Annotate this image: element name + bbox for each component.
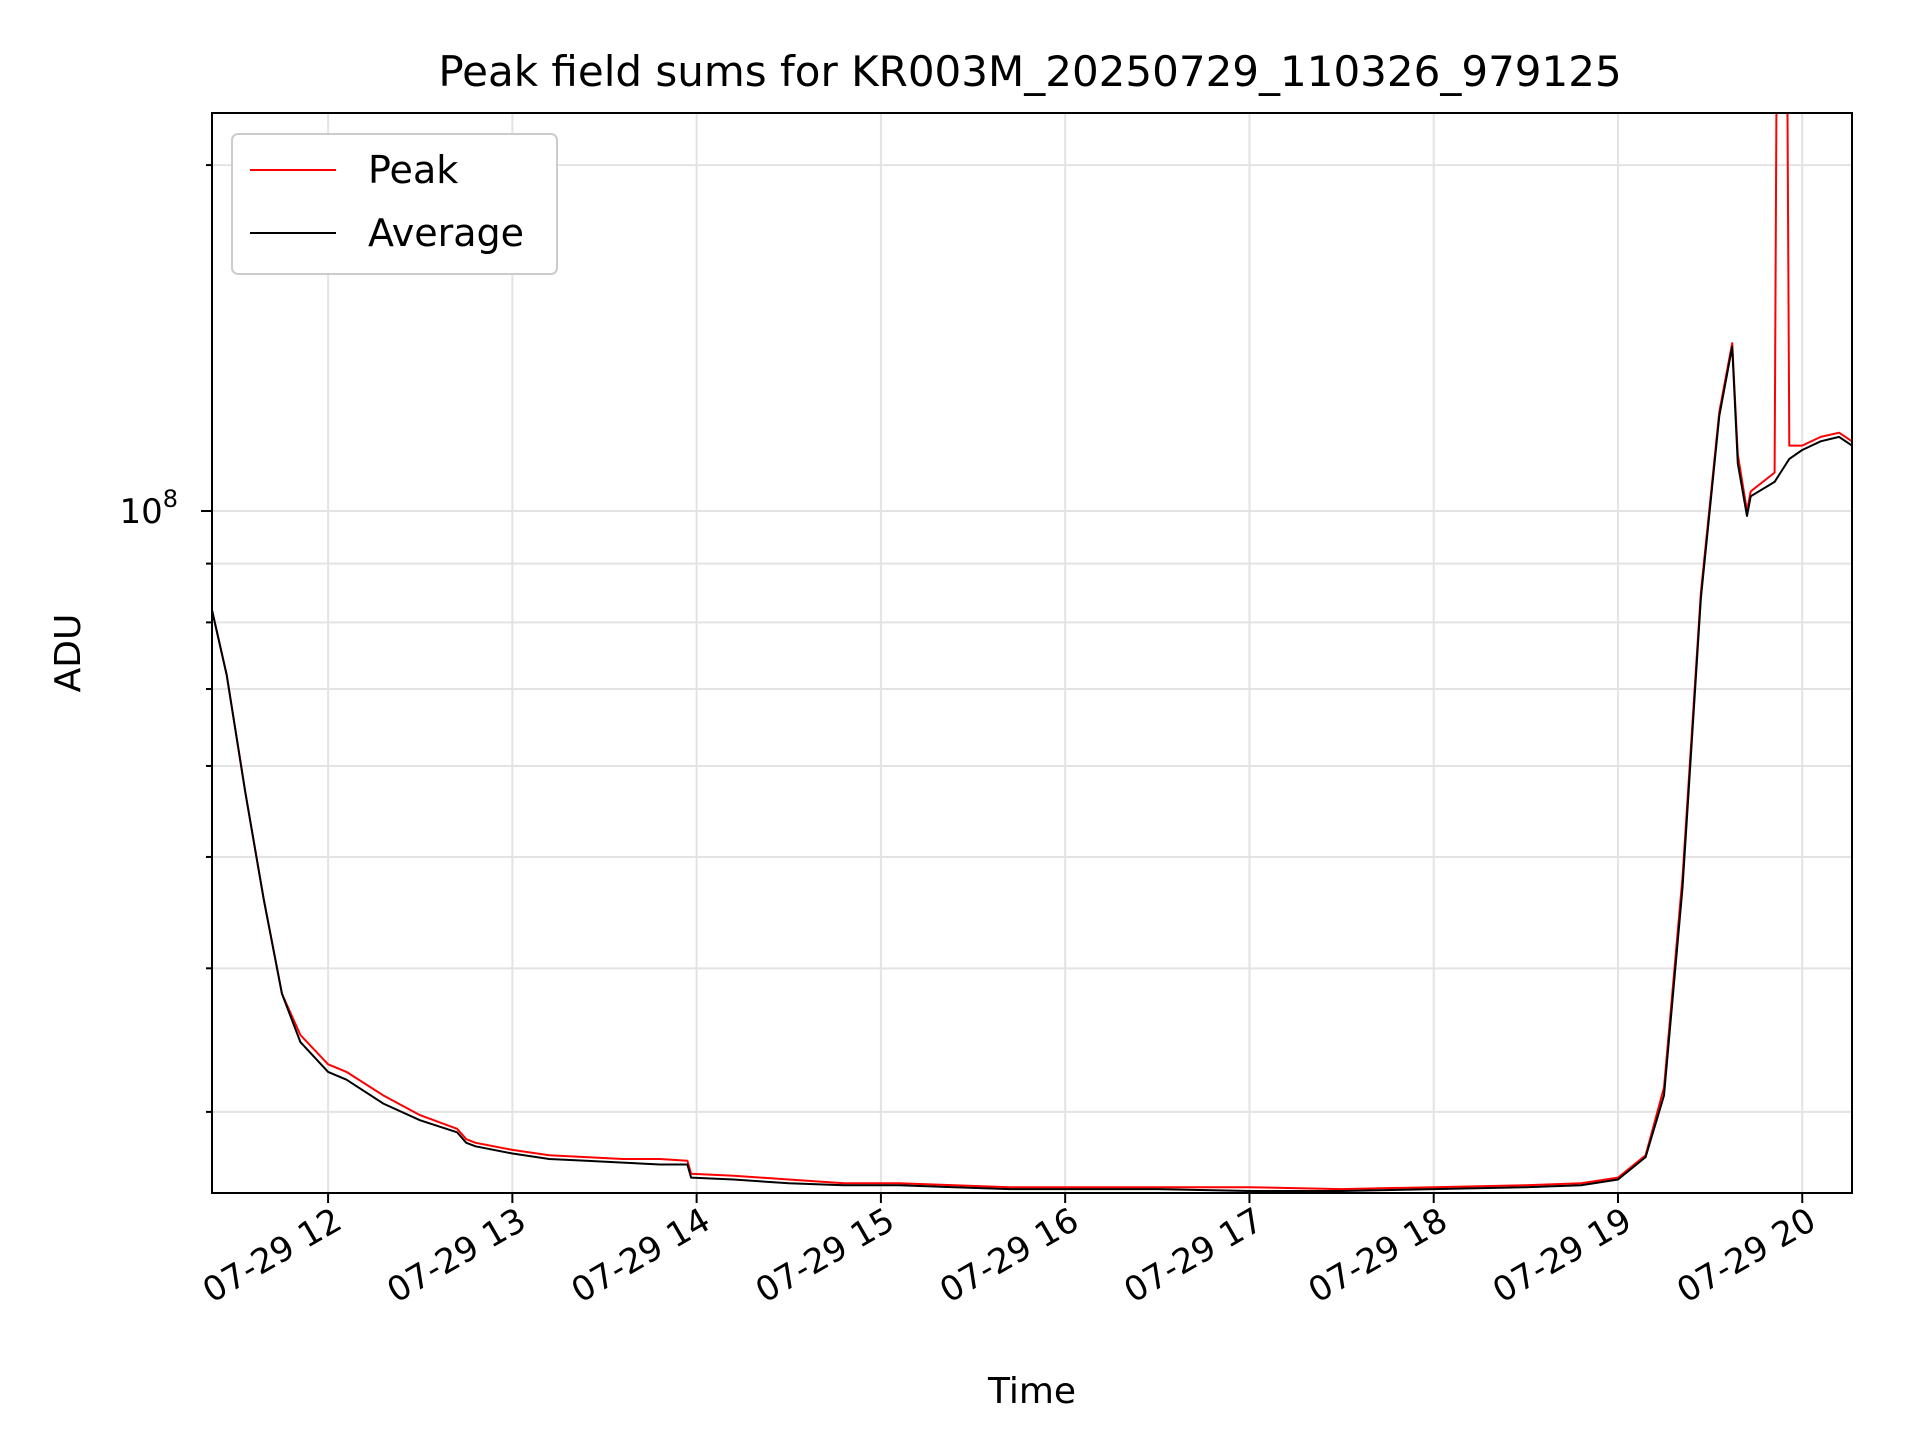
- grid: [212, 113, 1852, 1193]
- y-axis: 108: [119, 164, 212, 1113]
- y-tick-label: 108: [119, 485, 178, 532]
- plot-area: [212, 113, 1852, 1192]
- series-line-average: [212, 345, 1852, 1192]
- plot-frame: [211, 112, 1853, 1194]
- y-axis-label: ADU: [48, 614, 89, 693]
- chart-title: Peak field sums for KR003M_20250729_1103…: [438, 47, 1621, 96]
- legend-label-peak: Peak: [368, 148, 458, 192]
- x-axis-label: Time: [987, 1371, 1076, 1412]
- legend-label-average: Average: [368, 211, 524, 255]
- legend: Peak Average: [231, 133, 558, 275]
